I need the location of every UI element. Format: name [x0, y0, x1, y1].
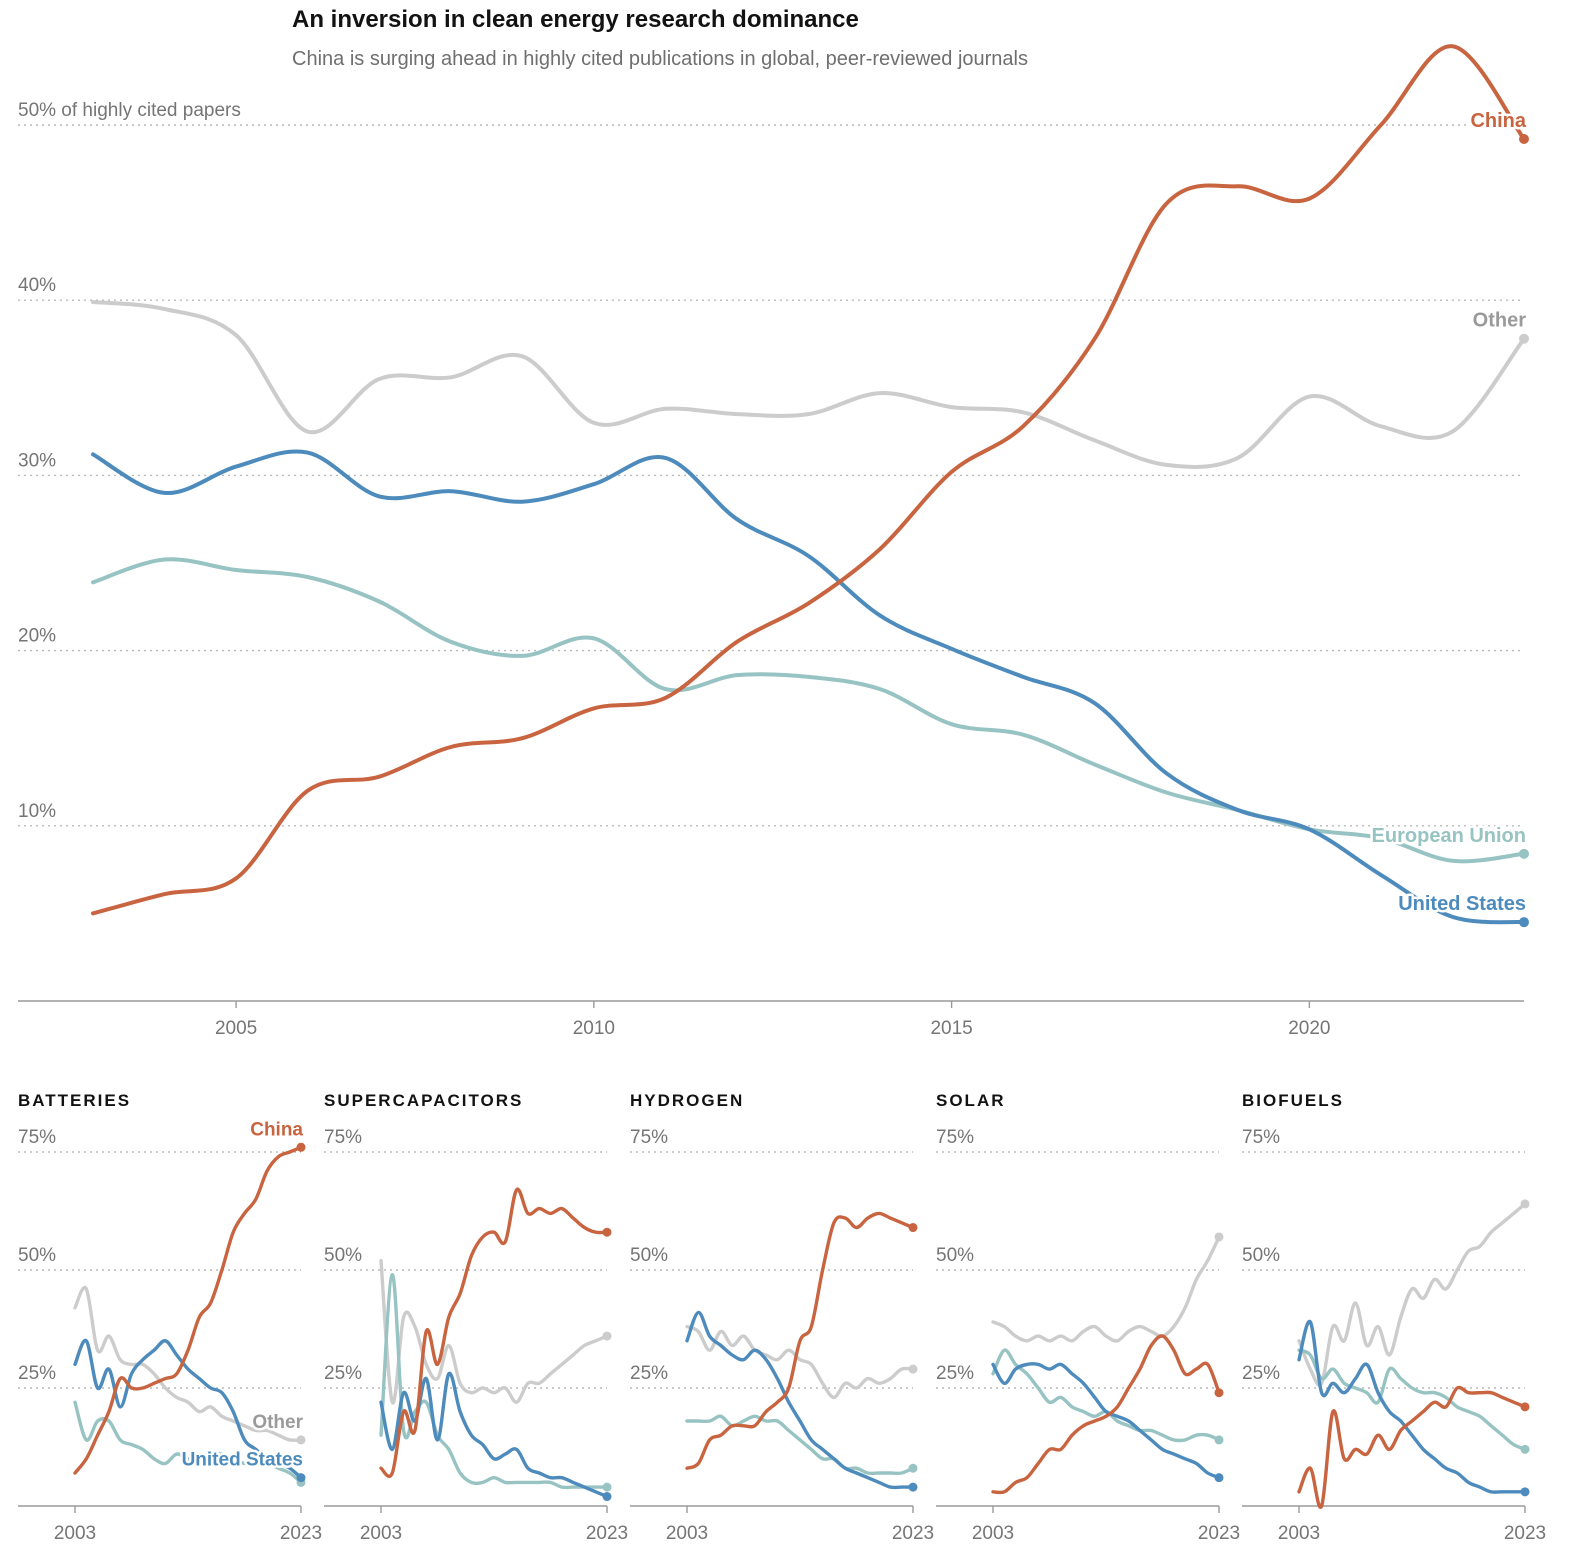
series-line-european-union [73, 1400, 303, 1485]
series-line-united-states [1297, 1319, 1527, 1494]
series-endpoint-china [908, 1223, 918, 1233]
series-line-united-states [73, 1338, 303, 1480]
x-tick-label: 2015 [930, 1018, 972, 1039]
chart-title: An inversion in clean energy research do… [292, 6, 859, 33]
series-endpoint-united-states [602, 1492, 612, 1502]
series-endpoint-china [1519, 134, 1529, 145]
series-line-other [991, 1235, 1221, 1343]
series-line-other [91, 300, 1526, 469]
chart-hydrogen: HYDROGEN 25% 50% 75% 2003 2023 [630, 1091, 934, 1544]
series-line-china [379, 1187, 609, 1479]
x-tick-label: 2010 [573, 1018, 615, 1039]
chart-batteries: BATTERIES 25% 50% 75% 2003 2023 China Other Unit… [18, 1091, 322, 1544]
series-label-other: Other [252, 1412, 303, 1433]
series-endpoint-united-states [1214, 1473, 1224, 1483]
series-line-china [1297, 1385, 1527, 1509]
series-line-china [73, 1145, 303, 1475]
x-tick-label: 2020 [1288, 1018, 1330, 1039]
series-line-china [685, 1211, 915, 1470]
series-endpoint-china [296, 1142, 306, 1152]
x-tick-label: 2003 [972, 1523, 1014, 1544]
series-endpoint-european-union [1519, 848, 1529, 859]
x-tick-label: 2005 [215, 1018, 257, 1039]
series-line-other [685, 1324, 915, 1400]
x-tick-label: 2023 [1198, 1523, 1240, 1544]
series-line-china [91, 44, 1526, 916]
chart-an-inversion-in-clean-energy-research-dominance: 10% 20% 30% 40% 50% of highly cited papers 20… [18, 44, 1529, 1039]
x-tick-label: 2003 [54, 1523, 96, 1544]
series-endpoint-united-states [1520, 1487, 1530, 1497]
series-endpoint-european-union [908, 1463, 918, 1473]
y-tick-label: 25% [630, 1363, 668, 1384]
x-tick-label: 2003 [360, 1523, 402, 1544]
panel-title-biofuels: BIOFUELS [1242, 1091, 1344, 1110]
series-line-united-states [685, 1310, 915, 1490]
series-line-european-union [685, 1414, 915, 1476]
series-endpoint-other [296, 1435, 306, 1445]
y-tick-label: 75% [1242, 1127, 1280, 1148]
series-line-other [1297, 1202, 1527, 1387]
series-line-european-union [379, 1272, 609, 1490]
series-line-china [991, 1334, 1221, 1495]
series-label-china: China [1470, 110, 1526, 132]
panel-title-hydrogen: HYDROGEN [630, 1091, 744, 1110]
series-endpoint-european-union [602, 1482, 612, 1492]
series-label-united-states: United States [182, 1450, 303, 1471]
series-endpoint-united-states [296, 1473, 306, 1483]
series-endpoint-other [1520, 1199, 1530, 1209]
series-endpoint-european-union [1520, 1444, 1530, 1454]
chart-supercapacitors: SUPERCAPACITORS 25% 50% 75% 2003 2023 [324, 1091, 628, 1544]
x-tick-label: 2003 [1278, 1523, 1320, 1544]
panel-title-supercapacitors: SUPERCAPACITORS [324, 1091, 523, 1110]
series-endpoint-united-states [1519, 917, 1529, 928]
y-tick-label: 25% [324, 1363, 362, 1384]
series-label-china: China [250, 1119, 303, 1140]
panel-title-solar: SOLAR [936, 1091, 1006, 1110]
x-tick-label: 2023 [1504, 1523, 1546, 1544]
chart-biofuels: BIOFUELS 25% 50% 75% 2003 2023 [1242, 1091, 1546, 1544]
y-tick-label: 75% [630, 1127, 668, 1148]
series-label-european-union: European Union [1372, 825, 1526, 847]
series-label-united-states: United States [1398, 893, 1526, 915]
x-tick-label: 2023 [280, 1523, 322, 1544]
series-endpoint-other [1214, 1232, 1224, 1242]
series-endpoint-united-states [908, 1482, 918, 1492]
series-endpoint-european-union [1214, 1435, 1224, 1445]
y-tick-label: 50% [630, 1245, 668, 1266]
series-endpoint-china [1214, 1388, 1224, 1398]
series-endpoint-other [602, 1331, 612, 1341]
y-tick-label: 75% [936, 1127, 974, 1148]
panel-title-batteries: BATTERIES [18, 1091, 131, 1110]
y-tick-label: 75% [18, 1127, 56, 1148]
chart-subtitle: China is surging ahead in highly cited p… [292, 48, 1028, 70]
y-tick-label: 25% [1242, 1363, 1280, 1384]
series-endpoint-other [908, 1364, 918, 1374]
series-line-united-states [91, 449, 1526, 925]
x-tick-label: 2023 [586, 1523, 628, 1544]
y-tick-label: 30% [18, 450, 56, 471]
series-endpoint-other [1519, 333, 1529, 344]
y-tick-label: 50% [1242, 1245, 1280, 1266]
series-line-united-states [991, 1362, 1221, 1480]
x-tick-label: 2003 [666, 1523, 708, 1544]
series-line-other [379, 1258, 609, 1405]
y-tick-label: 25% [18, 1363, 56, 1384]
series-endpoint-china [1520, 1402, 1530, 1412]
y-tick-label: 50% [936, 1245, 974, 1266]
y-tick-label: 50% [18, 1245, 56, 1266]
series-label-other: Other [1473, 310, 1527, 332]
y-tick-label: 10% [18, 801, 56, 822]
y-tick-label: 75% [324, 1127, 362, 1148]
y-tick-label: 40% [18, 275, 56, 296]
y-tick-label: 25% [936, 1363, 974, 1384]
series-endpoint-china [602, 1227, 612, 1237]
x-tick-label: 2023 [892, 1523, 934, 1544]
series-line-european-union [1297, 1348, 1527, 1452]
y-tick-label: 20% [18, 626, 56, 647]
series-line-other [73, 1285, 303, 1442]
y-tick-label: 50% of highly cited papers [18, 100, 241, 121]
chart-solar: SOLAR 25% 50% 75% 2003 2023 [936, 1091, 1240, 1544]
y-tick-label: 50% [324, 1245, 362, 1266]
